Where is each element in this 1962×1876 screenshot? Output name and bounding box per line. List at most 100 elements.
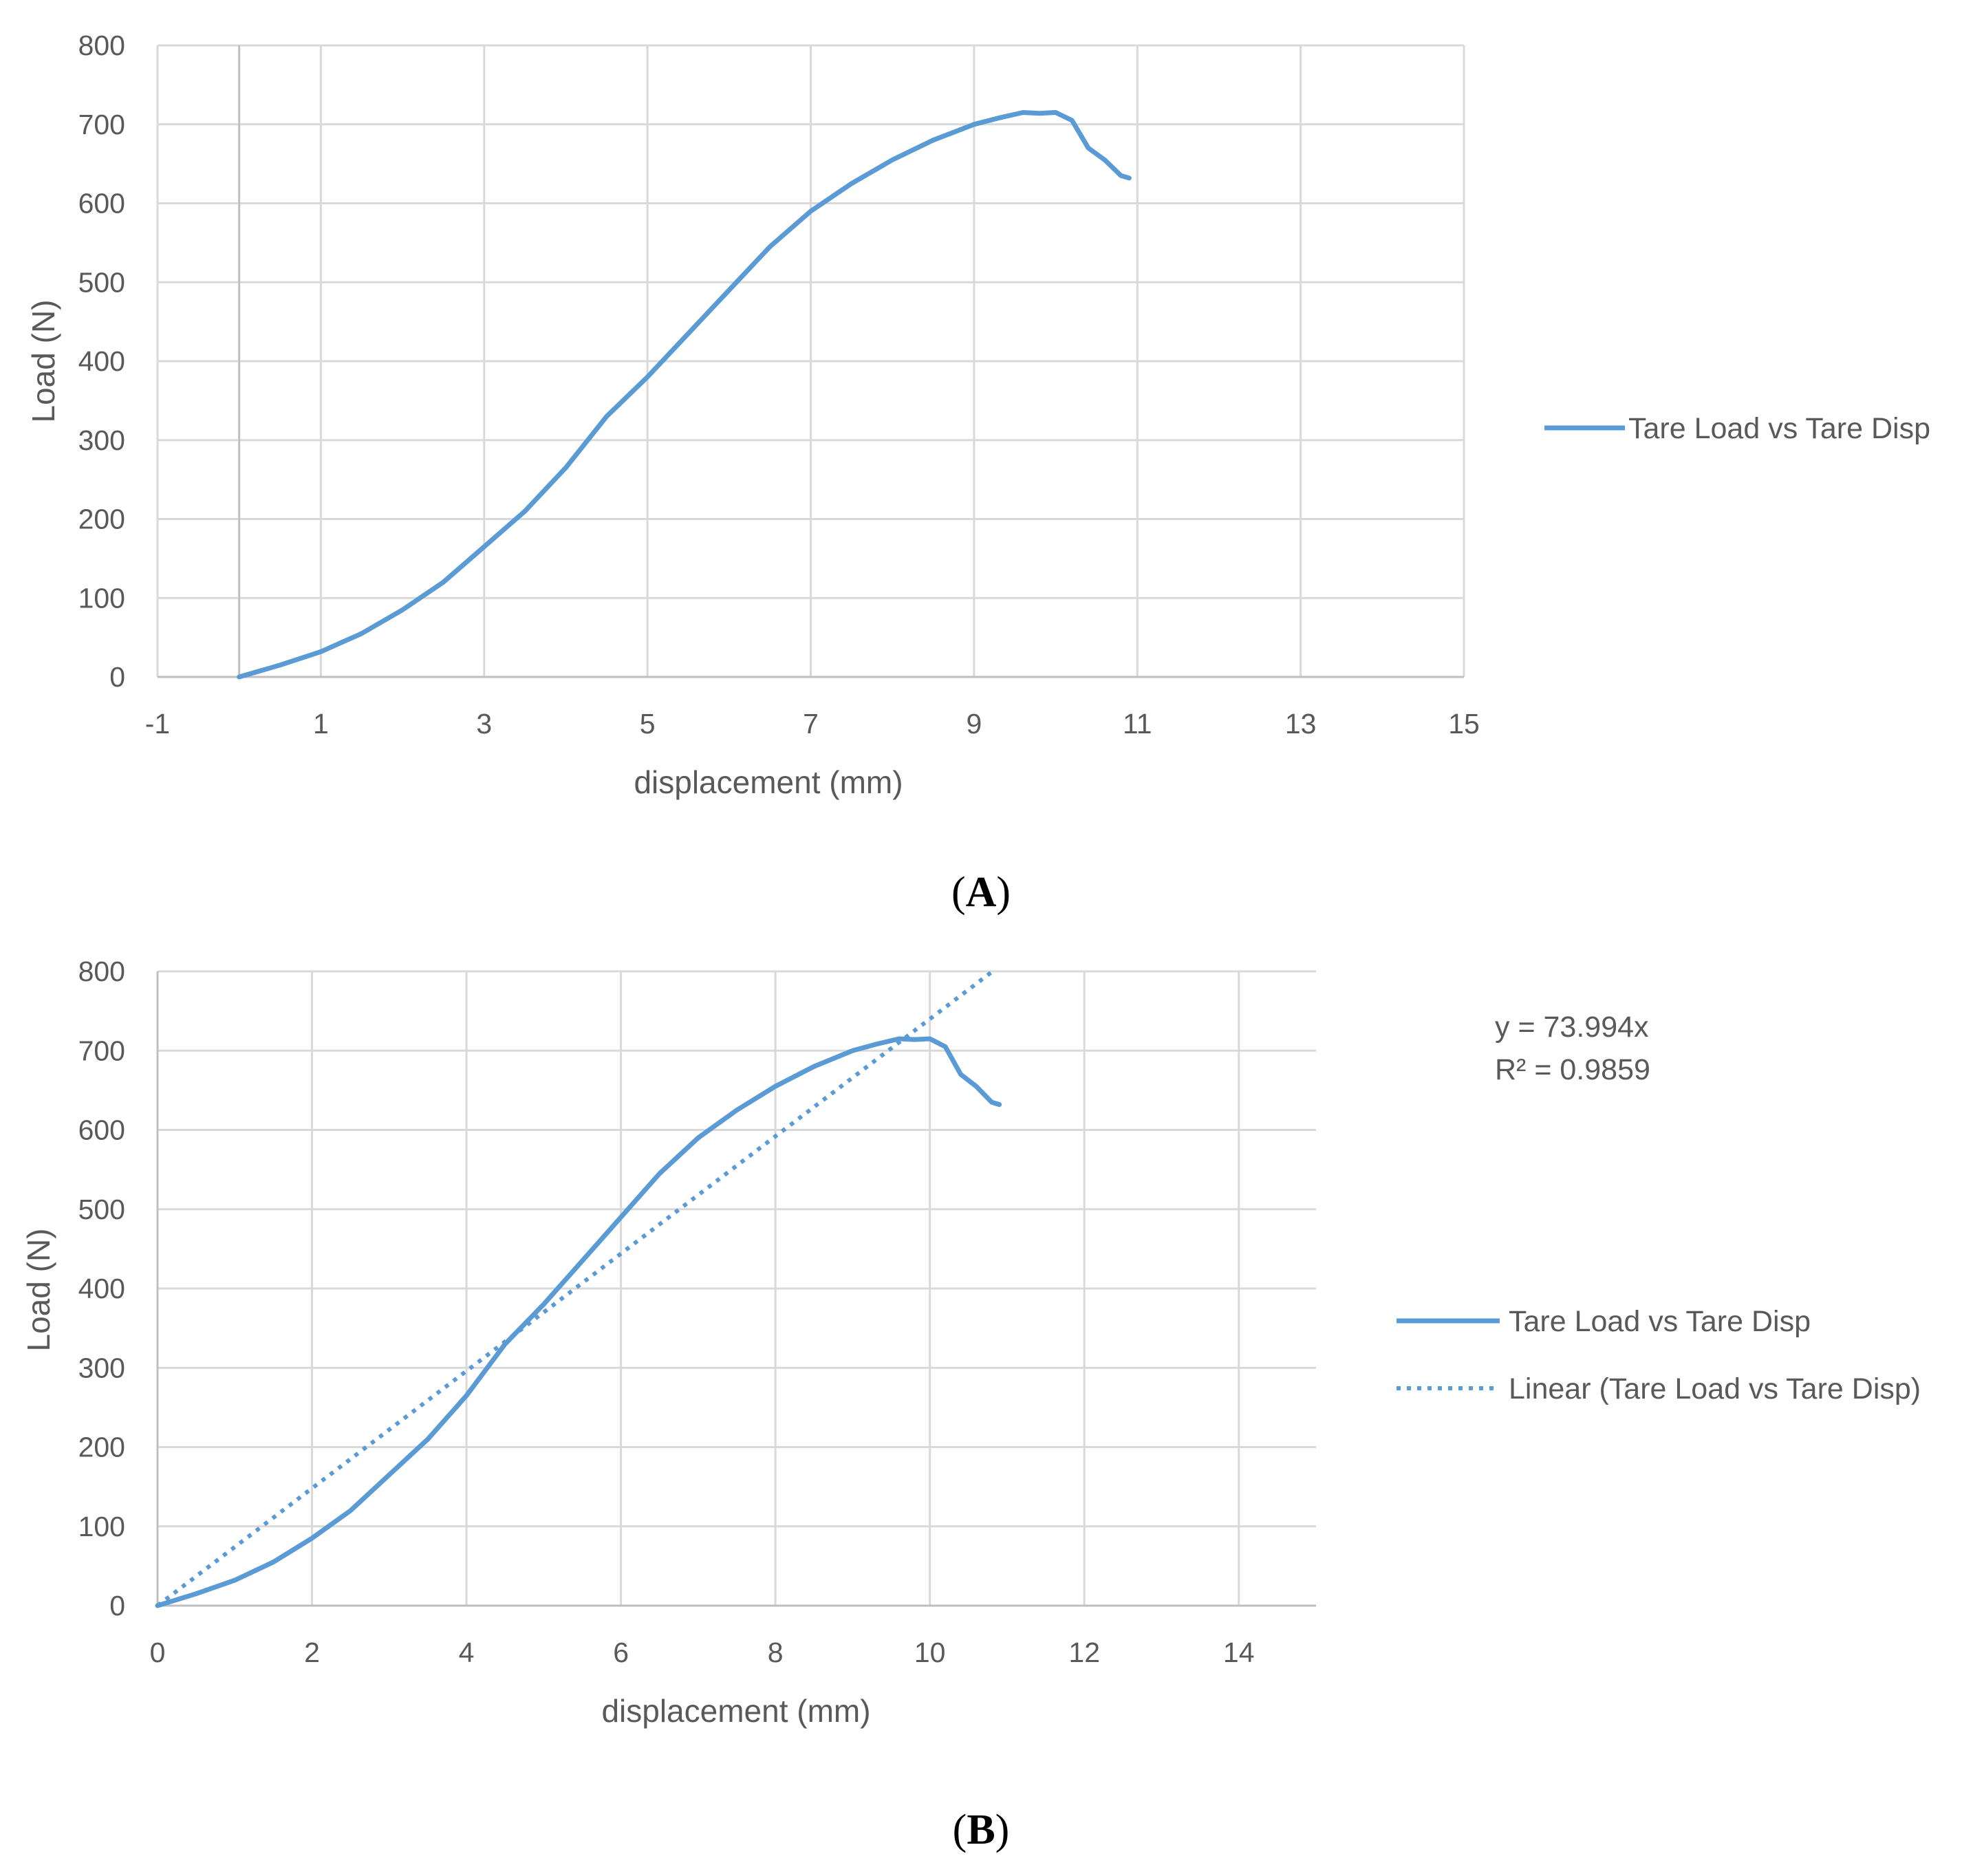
chart-a-x-tick-label: 9 — [966, 708, 982, 740]
chart-b-x-tick-label: 4 — [459, 1637, 475, 1668]
chart-a-x-tick-label: 5 — [640, 708, 656, 740]
chart-b-data-point — [812, 1064, 817, 1069]
chart-b-data-point — [927, 1036, 932, 1041]
chart-a-data-point — [563, 465, 568, 470]
chart-b-series-line — [155, 1036, 1002, 1608]
chart-a-panel-label-letter: A — [966, 869, 997, 916]
chart-a-x-tick-label: 11 — [1123, 708, 1152, 740]
chart-a-data-point — [726, 288, 731, 292]
chart-a-data-point — [808, 208, 813, 213]
chart-a-data-point — [482, 544, 486, 549]
chart-b-legend-label-series: Tare Load vs Tare Disp — [1509, 1305, 1811, 1338]
chart-b-x-axis-title: displacement (mm) — [601, 1693, 870, 1729]
chart-b-panel-label-open: ( — [953, 1807, 967, 1853]
chart-b-data-point — [541, 1302, 546, 1307]
chart-b-x-tick-label: 14 — [1223, 1637, 1255, 1668]
chart-a-data-point — [890, 158, 895, 162]
chart-a-y-tick-label: 500 — [78, 266, 125, 298]
chart-a-x-tick-label: 3 — [476, 708, 492, 740]
chart-a-data-point — [931, 138, 936, 142]
chart-b-x-tick-label: 10 — [914, 1637, 946, 1668]
chart-b-y-tick-label: 700 — [78, 1035, 125, 1066]
chart-b-data-point — [974, 1084, 979, 1089]
chart-a-data-point — [996, 116, 1001, 120]
chart-a-data-point — [319, 649, 323, 654]
chart-b-y-tick-label: 300 — [78, 1352, 125, 1383]
chart-b-y-axis-title: Load (N) — [21, 1229, 56, 1352]
chart-b-series — [155, 969, 1002, 1608]
chart-b-grid — [156, 970, 1316, 1607]
chart-b-y-tick-label: 400 — [78, 1273, 125, 1304]
chart-a-data-point — [645, 374, 650, 379]
chart-b-data-point — [464, 1393, 469, 1398]
chart-a-x-tick-label: -1 — [145, 708, 170, 740]
chart-a-y-tick-label: 800 — [78, 30, 125, 61]
chart-b-trendline-equation: y = 73.994x — [1495, 1011, 1649, 1044]
chart-a-data-point — [1119, 173, 1123, 178]
chart-a-x-tick-label: 7 — [803, 708, 819, 740]
chart-a-data-point — [1021, 110, 1026, 115]
chart-a-legend-label: Tare Load vs Tare Disp — [1628, 412, 1930, 445]
chart-a-data-point — [441, 580, 446, 585]
chart-b-panel-label-letter: B — [967, 1807, 995, 1853]
chart-a-panel-label-close: ) — [996, 869, 1011, 916]
chart-b-y-tick-label: 200 — [78, 1432, 125, 1463]
chart-a-y-tick-label: 600 — [78, 188, 125, 219]
chart-b-trendline-r2: R² = 0.9859 — [1495, 1053, 1650, 1086]
chart-b-x-tick-label: 8 — [768, 1637, 784, 1668]
chart-b-data-point — [958, 1072, 963, 1077]
chart-b-data-point — [989, 1100, 994, 1105]
chart-b-data-point — [997, 1102, 1002, 1107]
chart-a-x-tick-label: 1 — [313, 708, 329, 740]
chart-a-y-tick-label: 0 — [109, 661, 125, 693]
chart-a-data-point — [1086, 146, 1091, 151]
chart-a-panel-label-open: ( — [951, 869, 966, 916]
chart-a-data-point — [1037, 111, 1042, 116]
chart-a-data-point — [237, 675, 241, 679]
chart-a-y-tick-label: 400 — [78, 345, 125, 377]
chart-b-data-point — [874, 1042, 878, 1047]
chart-a-panel-label: (A) — [951, 869, 1011, 916]
chart-b-data-point — [233, 1578, 237, 1583]
chart-a-data-point — [849, 181, 854, 186]
chart-b-data-point — [425, 1436, 430, 1441]
chart-a-data-point — [278, 662, 283, 667]
chart-a-grid — [156, 44, 1465, 678]
chart-b-legend: Tare Load vs Tare Disp Linear (Tare Load… — [1397, 1305, 1921, 1405]
chart-a-x-tick-label: 15 — [1448, 708, 1480, 740]
chart-a-y-tick-label: 700 — [78, 109, 125, 140]
chart-b-x-tick-label: 2 — [304, 1637, 320, 1668]
chart-b-data-point — [773, 1084, 778, 1089]
chart-b-data-point — [696, 1136, 700, 1141]
chart-a-x-tick-label: 13 — [1285, 708, 1317, 740]
chart-a-y-tick-label: 300 — [78, 424, 125, 456]
chart-b-data-point — [310, 1536, 314, 1541]
chart-a-data-point — [1102, 158, 1107, 162]
chart-a-y-tick-label: 200 — [78, 504, 125, 535]
chart-b-panel-label: (B) — [953, 1807, 1010, 1853]
chart-b-ticks: 0 2 4 6 8 10 12 14 0 100 200 300 400 500 600 700 800 — [78, 956, 1255, 1668]
chart-a-data-point — [1053, 110, 1058, 115]
chart-a-data-point — [1127, 175, 1132, 180]
chart-a-data-point — [604, 414, 609, 419]
chart-b-data-point — [943, 1044, 948, 1049]
chart-a-data-point — [971, 122, 976, 127]
chart-a-y-axis-title: Load (N) — [25, 300, 61, 423]
chart-a-data-point — [1070, 118, 1075, 123]
chart-a-legend: Tare Load vs Tare Disp — [1544, 412, 1930, 445]
chart-a-data-point — [523, 509, 528, 514]
chart-b-y-tick-label: 0 — [109, 1590, 125, 1621]
chart-b-legend-label-trendline: Linear (Tare Load vs Tare Disp) — [1509, 1372, 1921, 1405]
chart-a-data-point — [359, 631, 364, 636]
chart-b-y-tick-label: 500 — [78, 1194, 125, 1225]
chart-b-data-point — [896, 1036, 901, 1041]
chart-b-y-tick-label: 100 — [78, 1511, 125, 1542]
chart-a-data-point — [768, 244, 773, 249]
chart-a-data-point — [400, 607, 405, 612]
chart-b-panel-label-close: ) — [995, 1807, 1010, 1853]
chart-b-data-point — [618, 1215, 623, 1220]
chart-b-data-point — [657, 1171, 662, 1176]
chart-b-data-point — [912, 1037, 917, 1042]
